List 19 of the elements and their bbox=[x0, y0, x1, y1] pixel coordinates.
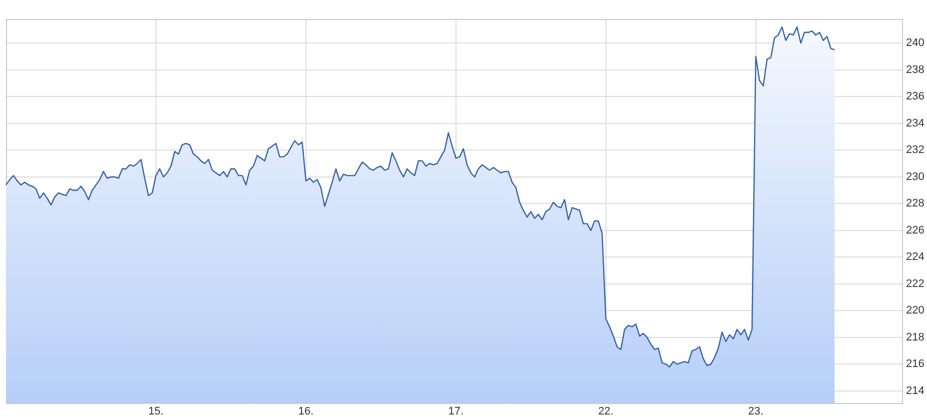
y-tick-label: 230 bbox=[906, 170, 924, 183]
y-tick-label: 218 bbox=[906, 331, 924, 344]
x-tick-label: 23. bbox=[748, 406, 764, 417]
x-tick-label: 22. bbox=[598, 406, 614, 417]
y-tick-label: 214 bbox=[906, 384, 924, 397]
y-tick-label: 226 bbox=[906, 224, 924, 236]
y-tick-label: 240 bbox=[906, 37, 924, 50]
y-tick-label: 232 bbox=[906, 144, 924, 156]
y-tick-label: 234 bbox=[906, 117, 924, 130]
y-tick-label: 236 bbox=[906, 90, 924, 103]
y-tick-label: 216 bbox=[906, 358, 924, 370]
y-tick-label: 222 bbox=[906, 278, 924, 290]
y-tick-label: 220 bbox=[906, 304, 924, 317]
x-tick-label: 16. bbox=[298, 406, 314, 417]
x-tick-label: 17. bbox=[448, 406, 464, 417]
y-tick-label: 238 bbox=[906, 64, 924, 76]
y-tick-label: 224 bbox=[906, 251, 924, 264]
x-tick-label: 15. bbox=[148, 406, 164, 417]
y-tick-label: 228 bbox=[906, 198, 924, 210]
